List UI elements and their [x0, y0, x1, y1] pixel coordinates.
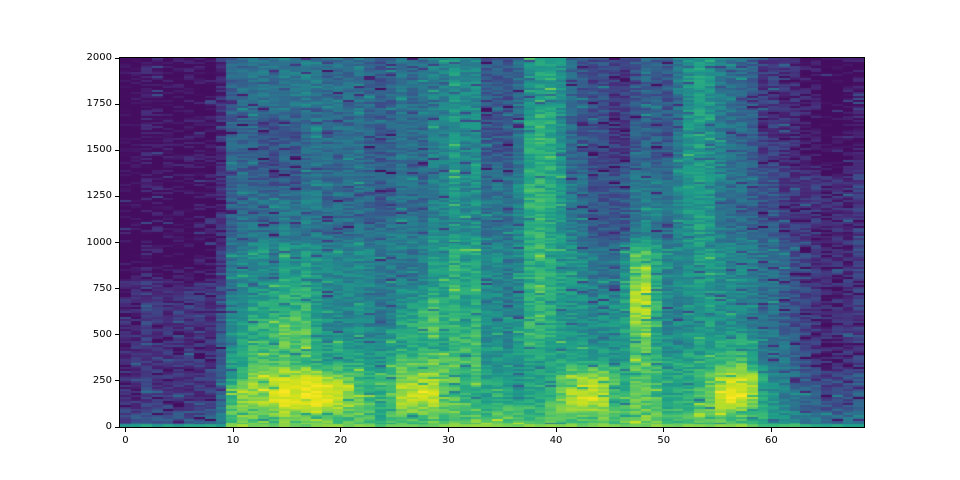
y-tick-mark — [115, 288, 119, 290]
y-tick-label: 750 — [92, 282, 112, 294]
x-tick-mark — [447, 428, 449, 432]
x-tick-label: 0 — [122, 435, 129, 446]
y-tick-label: 1750 — [86, 98, 112, 110]
x-tick-label: 20 — [334, 435, 348, 446]
y-tick-label: 1250 — [86, 190, 112, 202]
y-tick-mark — [115, 103, 119, 105]
x-tick-mark — [555, 428, 557, 432]
y-tick-mark — [115, 149, 119, 151]
x-tick-mark — [124, 428, 126, 432]
x-tick-mark — [340, 428, 342, 432]
x-tick-label: 30 — [442, 435, 455, 446]
spectrogram-heatmap — [120, 58, 864, 427]
x-tick-label: 10 — [226, 435, 240, 446]
x-tick-label: 60 — [765, 435, 778, 446]
y-tick-mark — [115, 334, 119, 336]
y-tick-label: 500 — [92, 328, 112, 340]
y-tick-mark — [115, 380, 119, 382]
y-tick-mark — [115, 57, 119, 59]
x-tick-mark — [663, 428, 665, 432]
y-tick-mark — [115, 195, 119, 197]
y-tick-label: 2000 — [86, 52, 112, 63]
x-tick-label: 50 — [657, 435, 671, 446]
x-tick-mark — [770, 428, 772, 432]
y-tick-label: 0 — [105, 421, 112, 432]
y-tick-mark — [115, 426, 119, 428]
y-tick-label: 250 — [92, 374, 112, 386]
x-tick-label: 40 — [549, 435, 563, 446]
y-tick-label: 1500 — [86, 144, 112, 156]
x-tick-mark — [232, 428, 234, 432]
y-tick-mark — [115, 242, 119, 243]
y-tick-label: 1000 — [86, 236, 112, 248]
